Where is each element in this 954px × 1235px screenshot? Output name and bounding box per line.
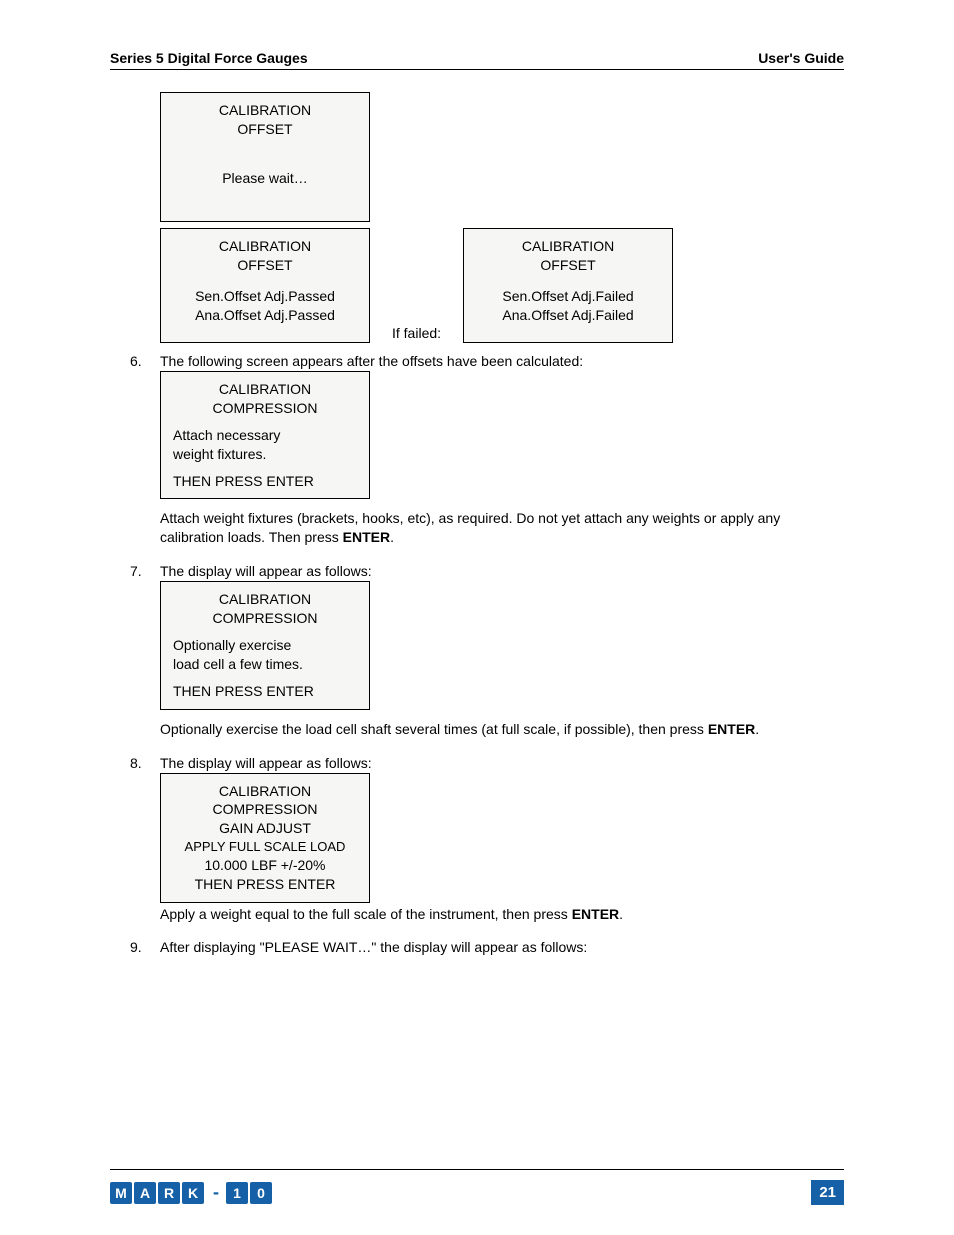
logo-letter: A: [134, 1182, 156, 1204]
screen-offset-wait: CALIBRATION OFFSET Please wait…: [160, 92, 370, 222]
screen-compression-gain: CALIBRATION COMPRESSION GAIN ADJUST APPL…: [160, 773, 370, 903]
screen-title: OFFSET: [476, 256, 660, 275]
step-intro: After displaying "PLEASE WAIT…" the disp…: [160, 939, 844, 955]
screen-line: GAIN ADJUST: [165, 819, 365, 838]
screen-title: OFFSET: [173, 256, 357, 275]
screen-offset-passed: CALIBRATION OFFSET Sen.Offset Adj.Passed…: [160, 228, 370, 343]
if-failed-label: If failed:: [392, 325, 441, 343]
screen-title: CALIBRATION: [476, 237, 660, 256]
header-right: User's Guide: [758, 50, 844, 66]
screen-line: weight fixtures.: [173, 445, 357, 464]
step-9: 9. After displaying "PLEASE WAIT…" the d…: [130, 939, 844, 955]
step-8: 8. The display will appear as follows: C…: [130, 755, 844, 930]
step-para: Attach weight fixtures (brackets, hooks,…: [160, 509, 844, 547]
screen-line: THEN PRESS ENTER: [165, 875, 365, 894]
step-intro: The following screen appears after the o…: [160, 353, 844, 369]
screen-line: APPLY FULL SCALE LOAD: [165, 838, 365, 856]
page-number: 21: [811, 1180, 844, 1205]
logo-letter: M: [110, 1182, 132, 1204]
step-para: Optionally exercise the load cell shaft …: [160, 720, 844, 739]
screen-line: CALIBRATION: [165, 782, 365, 801]
screen-title: OFFSET: [173, 120, 357, 139]
step-number: 7.: [130, 563, 160, 744]
page-header: Series 5 Digital Force Gauges User's Gui…: [110, 50, 844, 70]
header-left: Series 5 Digital Force Gauges: [110, 50, 308, 66]
text: .: [390, 529, 394, 545]
step-intro: The display will appear as follows:: [160, 755, 844, 771]
step-number: 9.: [130, 939, 160, 955]
screen-title: CALIBRATION: [173, 237, 357, 256]
text: .: [755, 721, 759, 737]
logo-letter: K: [182, 1182, 204, 1204]
screen-compression-exercise: CALIBRATION COMPRESSION Optionally exerc…: [160, 581, 370, 709]
text: Optionally exercise the load cell shaft …: [160, 721, 708, 737]
bold-text: ENTER: [343, 529, 390, 545]
step-7: 7. The display will appear as follows: C…: [130, 563, 844, 744]
bold-text: ENTER: [708, 721, 755, 737]
screen-box-row-1: CALIBRATION OFFSET Please wait…: [160, 92, 844, 222]
screen-line: Please wait…: [173, 169, 357, 188]
step-6: 6. The following screen appears after th…: [130, 353, 844, 553]
screen-title: COMPRESSION: [173, 399, 357, 418]
screen-line: load cell a few times.: [173, 655, 357, 674]
screen-line: THEN PRESS ENTER: [173, 682, 357, 701]
screen-title: CALIBRATION: [173, 380, 357, 399]
screen-line: Sen.Offset Adj.Passed: [173, 287, 357, 306]
screen-line: Attach necessary: [173, 426, 357, 445]
text: Apply a weight equal to the full scale o…: [160, 906, 572, 922]
screen-line: THEN PRESS ENTER: [173, 472, 357, 491]
screen-line: Sen.Offset Adj.Failed: [476, 287, 660, 306]
screen-title: CALIBRATION: [173, 101, 357, 120]
step-number: 6.: [130, 353, 160, 553]
logo-letter: R: [158, 1182, 180, 1204]
step-para: Apply a weight equal to the full scale o…: [160, 905, 844, 924]
text: Attach weight fixtures (brackets, hooks,…: [160, 510, 780, 545]
logo-letter: 1: [226, 1182, 248, 1204]
mark-10-logo: M A R K - 1 0: [110, 1182, 274, 1204]
screen-title: CALIBRATION: [173, 590, 357, 609]
content-area: CALIBRATION OFFSET Please wait… CALIBRAT…: [110, 92, 844, 955]
screen-line: COMPRESSION: [165, 800, 365, 819]
step-number: 8.: [130, 755, 160, 930]
text: .: [619, 906, 623, 922]
screen-compression-attach: CALIBRATION COMPRESSION Attach necessary…: [160, 371, 370, 499]
screen-line: Ana.Offset Adj.Failed: [476, 306, 660, 325]
page: Series 5 Digital Force Gauges User's Gui…: [0, 0, 954, 1235]
step-intro: The display will appear as follows:: [160, 563, 844, 579]
screen-title: COMPRESSION: [173, 609, 357, 628]
screen-offset-failed: CALIBRATION OFFSET Sen.Offset Adj.Failed…: [463, 228, 673, 343]
screen-line: 10.000 LBF +/-20%: [165, 856, 365, 875]
screen-box-row-2: CALIBRATION OFFSET Sen.Offset Adj.Passed…: [160, 228, 844, 343]
logo-dash: -: [208, 1182, 224, 1204]
page-footer: M A R K - 1 0 21: [110, 1169, 844, 1205]
bold-text: ENTER: [572, 906, 619, 922]
screen-line: Optionally exercise: [173, 636, 357, 655]
screen-line: Ana.Offset Adj.Passed: [173, 306, 357, 325]
logo-letter: 0: [250, 1182, 272, 1204]
